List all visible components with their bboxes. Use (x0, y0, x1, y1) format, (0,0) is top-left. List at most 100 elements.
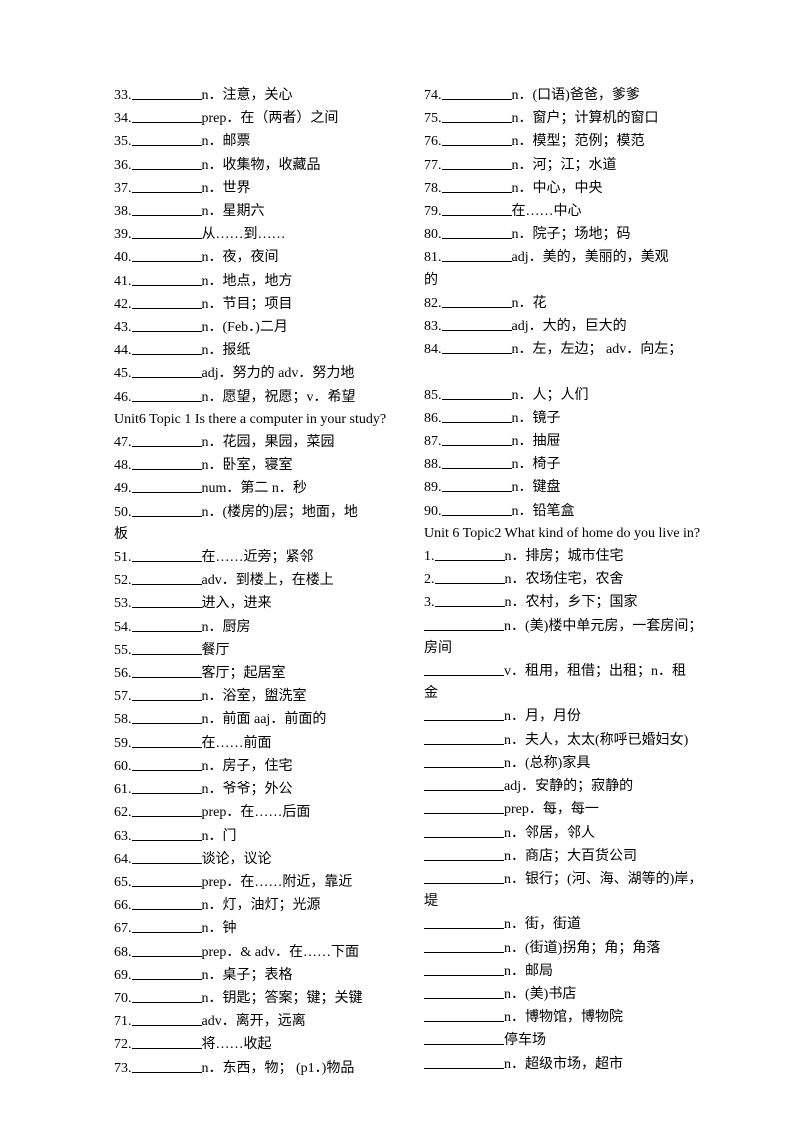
entry-definition: adv．到楼上，在楼上 (202, 573, 334, 588)
entry-definition: n．门 (202, 829, 237, 844)
entry-definition: n．模型；范例；模范 (512, 134, 645, 149)
entry-definition: n．镜子 (512, 411, 561, 426)
answer-blank (132, 685, 202, 701)
vocab-entry: 79. 在……中心 (424, 200, 706, 223)
answer-blank (424, 798, 504, 814)
entry-number: 36. (114, 158, 132, 173)
answer-blank (132, 107, 202, 123)
answer-blank (132, 894, 202, 910)
answer-blank (132, 431, 202, 447)
entry-definition: n．河；江；水道 (512, 158, 617, 173)
answer-blank (435, 591, 505, 607)
entry-definition: n．夫人，太太(称呼已婚妇女) (504, 733, 688, 748)
entry-number: 40. (114, 250, 132, 265)
vocab-entry: 66. n．灯，油灯；光源 (114, 894, 396, 917)
entry-number: 87. (424, 434, 442, 449)
entry-definition: 餐厅 (202, 643, 230, 658)
entry-definition: n．厨房 (202, 620, 251, 635)
entry-definition: n．钟 (202, 921, 237, 936)
entry-number: 79. (424, 204, 442, 219)
entry-number: 44. (114, 343, 132, 358)
vocab-entry: 64.谈论，议论 (114, 848, 396, 871)
entry-definition: 在……中心 (512, 204, 582, 219)
vocab-entry: 69.n．桌子；表格 (114, 964, 396, 987)
vocab-entry: 87.n．抽屉 (424, 430, 706, 453)
vocab-entry: 72.将……收起 (114, 1033, 396, 1056)
vocab-entry: 57.n．浴室，盥洗室 (114, 685, 396, 708)
entry-number: 81. (424, 250, 442, 265)
vocab-entry: 36.n．收集物，收藏品 (114, 154, 396, 177)
entry-definition: n．窗户；计算机的窗口 (512, 111, 659, 126)
answer-blank (442, 384, 512, 400)
entry-definition: 谈论，议论 (202, 852, 272, 867)
left-column: 33.n．注意，关心34.prep．在（两者）之间35.n．邮票36.n．收集物… (114, 84, 396, 1080)
right-column: 74.n．(口语)爸爸，爹爹75.n．窗户；计算机的窗口76.n．模型；范例；模… (424, 84, 706, 1080)
vocab-entry: 48.n．卧室，寝室 (114, 454, 396, 477)
answer-blank (442, 107, 512, 123)
wrapped-text: 堤 (424, 891, 706, 913)
answer-blank (442, 315, 512, 331)
answer-blank (132, 454, 202, 470)
answer-blank (424, 775, 504, 791)
entry-number: 61. (114, 782, 132, 797)
entry-definition: n．灯，油灯；光源 (202, 898, 321, 913)
vocab-entry: n．商店；大百货公司 (424, 845, 706, 868)
answer-blank (442, 177, 512, 193)
entry-definition: n．农场住宅，农舍 (505, 572, 624, 587)
entry-definition: adv．离开，远离 (202, 1014, 306, 1029)
entry-definition: 客厅；起居室 (202, 666, 286, 681)
answer-blank (132, 592, 202, 608)
entry-number: 54. (114, 620, 132, 635)
entry-number: 63. (114, 829, 132, 844)
answer-blank (424, 1029, 504, 1045)
vocab-entry: 59.在……前面 (114, 732, 396, 755)
answer-blank (424, 822, 504, 838)
vocab-entry: n．街，街道 (424, 913, 706, 936)
vocab-entry: 43.n．(Feb．)二月 (114, 316, 396, 339)
answer-blank (424, 752, 504, 768)
entry-number: 51. (114, 550, 132, 565)
entry-number: 3. (424, 595, 435, 610)
entry-number: 65. (114, 875, 132, 890)
wrapped-text: 金 (424, 683, 706, 705)
entry-definition: n．(美)楼中单元房，一套房间； (504, 619, 702, 634)
entry-number: 42. (114, 297, 132, 312)
entry-number: 59. (114, 736, 132, 751)
answer-blank (132, 941, 202, 957)
answer-blank (132, 386, 202, 402)
entry-definition: n．桌子；表格 (202, 968, 293, 983)
vocab-entry: 停车场 (424, 1029, 706, 1052)
answer-blank (132, 154, 202, 170)
entry-number: 74. (424, 88, 442, 103)
entry-definition: n．邮票 (202, 134, 251, 149)
entry-definition: prep．在……后面 (202, 805, 311, 820)
entry-definition: n．世界 (202, 181, 251, 196)
vocab-entry: 74.n．(口语)爸爸，爹爹 (424, 84, 706, 107)
vocab-entry: 35.n．邮票 (114, 130, 396, 153)
entry-definition: n．(Feb．)二月 (202, 320, 288, 335)
vocab-entry: 90.n．铅笔盒 (424, 500, 706, 523)
answer-blank (132, 339, 202, 355)
answer-blank (442, 500, 512, 516)
entry-number: 76. (424, 134, 442, 149)
vocab-entry: 33.n．注意，关心 (114, 84, 396, 107)
answer-blank (424, 1053, 504, 1069)
answer-blank (132, 1033, 202, 1049)
entry-definition: n．排房；城市住宅 (505, 549, 624, 564)
entry-number: 60. (114, 759, 132, 774)
entry-definition: n．(总称)家具 (504, 756, 590, 771)
entry-definition: n．邻居，邻人 (504, 826, 595, 841)
entry-number: 82. (424, 296, 442, 311)
vocab-entry: 38.n．星期六 (114, 200, 396, 223)
entry-number: 56. (114, 666, 132, 681)
entry-definition: n．前面 aaj．前面的 (202, 712, 327, 727)
answer-blank (132, 848, 202, 864)
answer-blank (442, 223, 512, 239)
answer-blank (132, 316, 202, 332)
entry-number: 83. (424, 319, 442, 334)
entry-number: 68. (114, 945, 132, 960)
vocab-entry: 56. 客厅；起居室 (114, 662, 396, 685)
entry-number: 66. (114, 898, 132, 913)
vocab-entry: n．(美)书店 (424, 983, 706, 1006)
entry-number: 39. (114, 227, 132, 242)
